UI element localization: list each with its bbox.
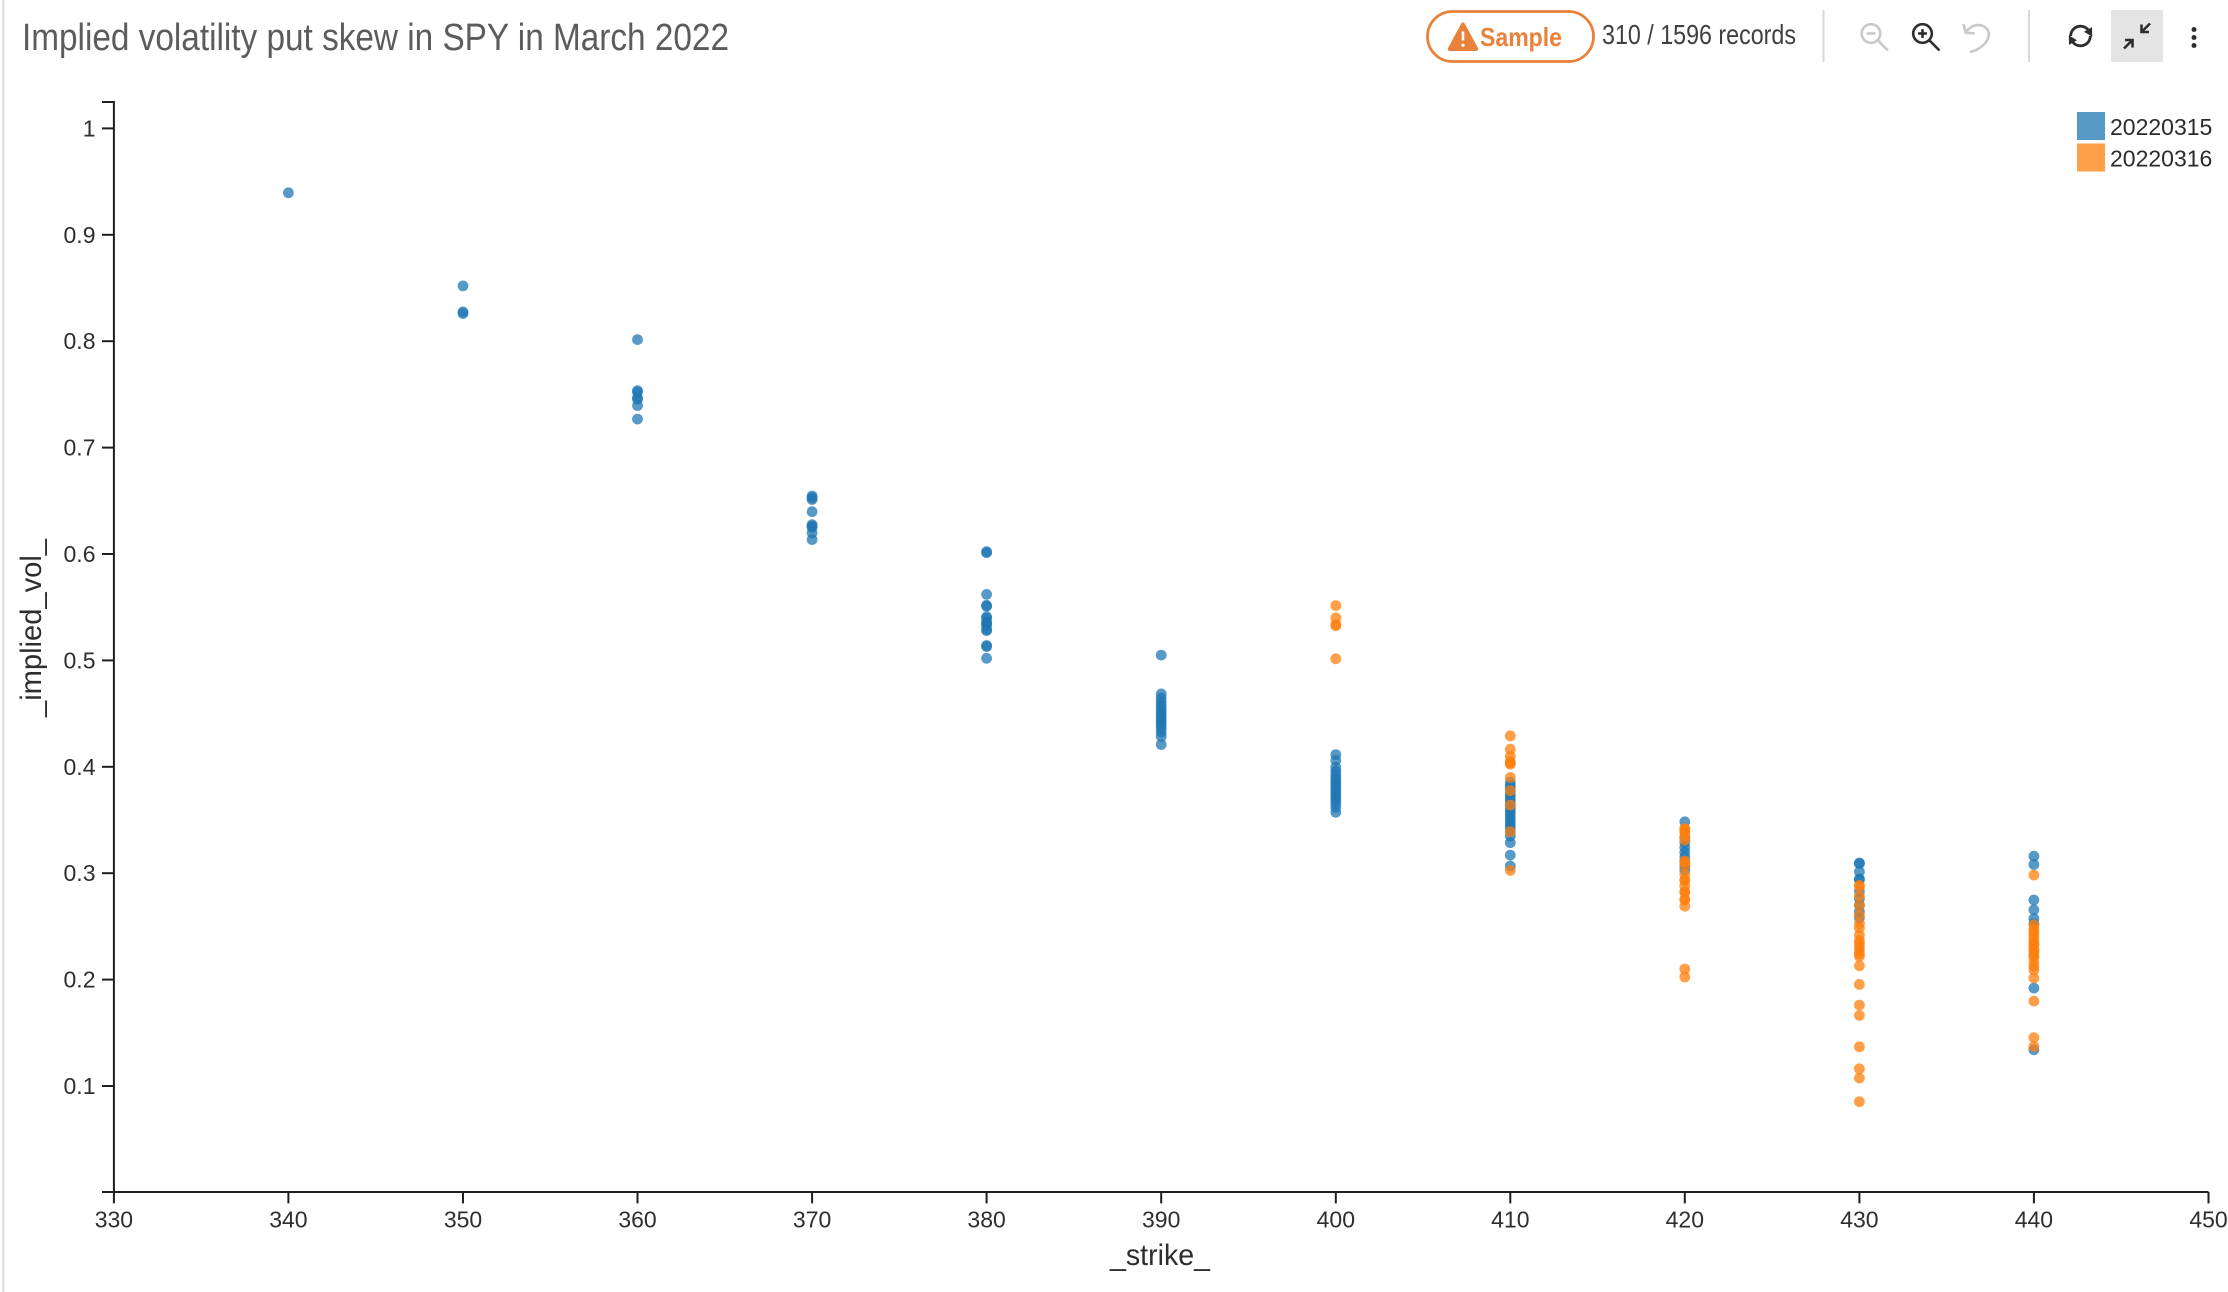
svg-text:430: 430	[1840, 1207, 1878, 1233]
svg-text:330: 330	[95, 1207, 133, 1233]
svg-text:310 / 1596 records: 310 / 1596 records	[1602, 19, 1796, 50]
svg-text:380: 380	[967, 1207, 1005, 1233]
svg-text:410: 410	[1491, 1207, 1529, 1233]
svg-text:450: 450	[2189, 1207, 2227, 1233]
svg-text:0.6: 0.6	[64, 541, 96, 567]
svg-text:350: 350	[444, 1207, 482, 1233]
svg-text:420: 420	[1666, 1207, 1704, 1233]
svg-text:370: 370	[793, 1207, 831, 1233]
svg-text:_strike_: _strike_	[1109, 1239, 1211, 1272]
svg-text:400: 400	[1317, 1207, 1355, 1233]
svg-text:0.3: 0.3	[64, 860, 96, 886]
svg-text:0.8: 0.8	[64, 328, 96, 354]
svg-text:360: 360	[618, 1207, 656, 1233]
svg-text:Sample: Sample	[1480, 22, 1562, 52]
svg-text:_implied_vol_: _implied_vol_	[15, 538, 48, 718]
svg-text:1: 1	[83, 115, 96, 141]
svg-text:0.2: 0.2	[64, 967, 96, 993]
svg-text:Implied volatility put skew in: Implied volatility put skew in SPY in Ma…	[22, 17, 729, 59]
svg-text:0.9: 0.9	[64, 222, 96, 248]
svg-text:20220315: 20220315	[2110, 114, 2212, 140]
svg-text:0.4: 0.4	[64, 754, 96, 780]
svg-text:20220316: 20220316	[2110, 146, 2212, 172]
svg-text:340: 340	[269, 1207, 307, 1233]
svg-text:440: 440	[2015, 1207, 2053, 1233]
svg-text:0.1: 0.1	[64, 1073, 96, 1099]
svg-text:0.5: 0.5	[64, 647, 96, 673]
svg-text:0.7: 0.7	[64, 435, 96, 461]
svg-text:390: 390	[1142, 1207, 1180, 1233]
